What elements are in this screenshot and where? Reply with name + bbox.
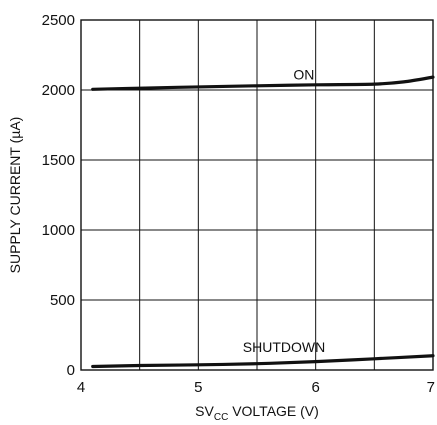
series-label-on: ON <box>293 67 314 83</box>
y-tick-label-0: 0 <box>67 362 75 379</box>
series-label-shutdown: SHUTDOWN <box>243 339 325 355</box>
y-axis-title: SUPPLY CURRENT (µA) <box>7 117 23 274</box>
y-tick-label-1: 500 <box>50 292 75 309</box>
x-axis-title-suffix: VOLTAGE (V) <box>228 403 319 419</box>
x-tick-label-1: 5 <box>194 379 202 396</box>
x-tick-label-2: 6 <box>311 379 319 396</box>
x-axis-title: SVCC VOLTAGE (V) <box>195 403 319 423</box>
x-tick-label-0: 4 <box>77 379 85 396</box>
series-line-shutdown <box>91 354 435 369</box>
y-tick-label-5: 2500 <box>42 12 75 29</box>
y-tick-label-4: 2000 <box>42 82 75 99</box>
grid-lines <box>81 20 433 370</box>
x-axis-title-prefix: SV <box>195 403 214 419</box>
y-tick-labels: 0 500 1000 1500 2000 2500 <box>42 12 75 379</box>
series-line-on <box>91 75 435 91</box>
y-tick-label-2: 1000 <box>42 222 75 239</box>
x-tick-label-3: 7 <box>427 379 435 396</box>
x-tick-labels: 4 5 6 7 <box>77 379 435 396</box>
y-tick-label-3: 1500 <box>42 152 75 169</box>
plot-frame <box>80 19 434 371</box>
x-axis-title-subscript: CC <box>214 412 228 423</box>
series-lines <box>91 75 435 369</box>
